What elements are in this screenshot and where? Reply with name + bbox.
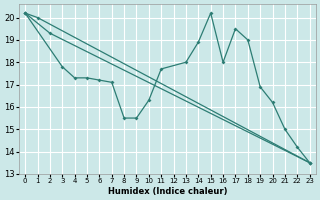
X-axis label: Humidex (Indice chaleur): Humidex (Indice chaleur) bbox=[108, 187, 227, 196]
